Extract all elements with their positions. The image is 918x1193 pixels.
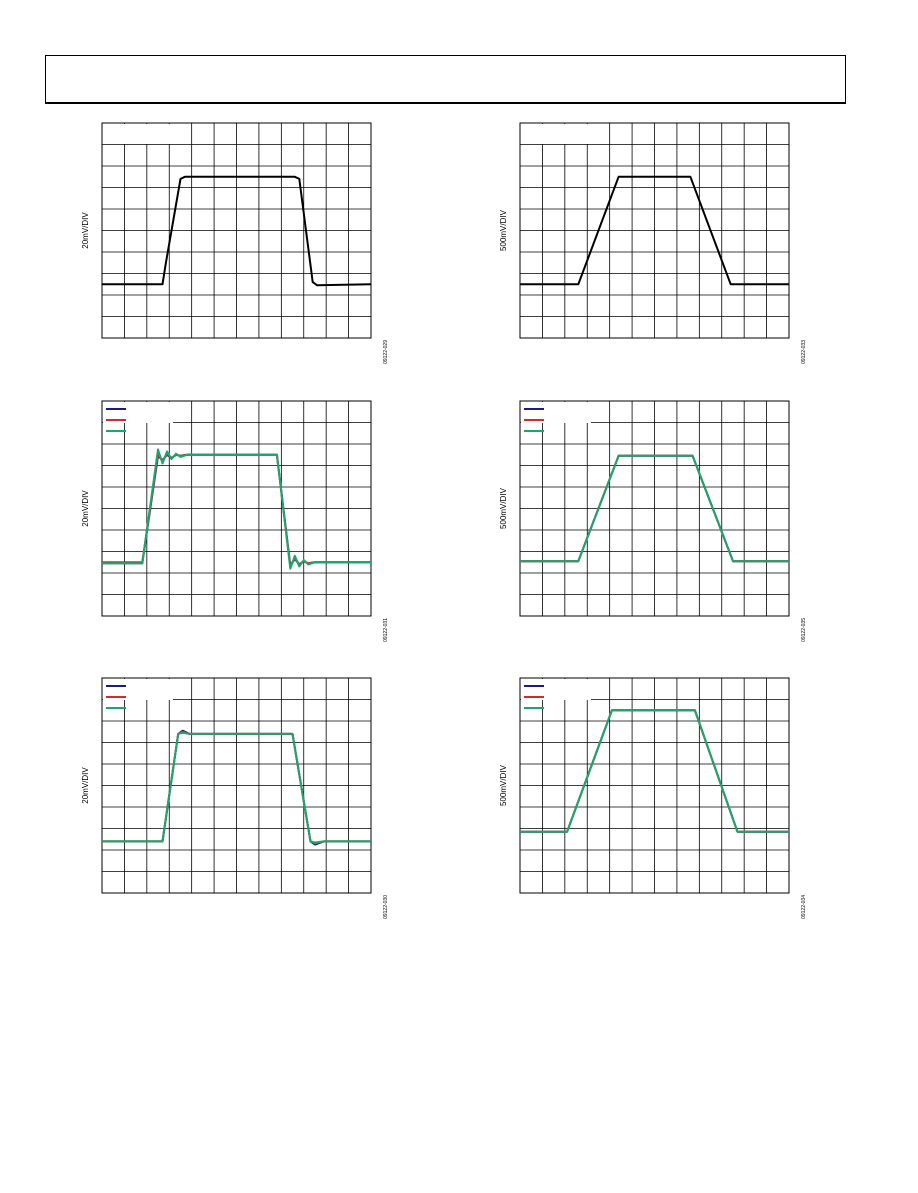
- plot-frame: [101, 677, 372, 894]
- plot-frame: [101, 122, 372, 339]
- figure-id: 09122-034: [801, 895, 807, 919]
- plot-frame: [519, 400, 790, 617]
- y-axis-label: 20mV/DIV: [81, 490, 90, 527]
- figure-id: 09122-030: [383, 895, 389, 919]
- figure-id: 09122-033: [801, 340, 807, 364]
- y-axis-label: 500mV/DIV: [499, 764, 508, 806]
- waveform: [520, 709, 789, 833]
- header-box: [45, 55, 846, 103]
- legend-area: [521, 402, 591, 423]
- legend-area: [103, 402, 173, 423]
- legend-area: [103, 124, 191, 144]
- plot: 500mV/DIV 09122-033: [499, 122, 807, 364]
- plot: 20mV/DIV 09122-030: [81, 677, 389, 919]
- y-axis-label: 20mV/DIV: [81, 212, 90, 249]
- figure-id: 09122-029: [383, 340, 389, 364]
- waveform: [102, 448, 371, 570]
- waveform: [102, 175, 372, 287]
- waveform: [520, 175, 789, 286]
- y-axis-label: 500mV/DIV: [499, 487, 508, 529]
- plot-frame: [519, 122, 790, 339]
- plot: 500mV/DIV 09122-034: [499, 677, 807, 919]
- plot: 20mV/DIV 09122-031: [81, 400, 389, 642]
- waveform: [102, 731, 371, 844]
- waveform: [520, 454, 789, 563]
- figure-id: 09122-031: [383, 618, 389, 642]
- plot-frame: [519, 677, 790, 894]
- y-axis-label: 20mV/DIV: [81, 767, 90, 804]
- plot-frame: [101, 400, 372, 617]
- legend-area: [521, 679, 591, 700]
- legend-area: [521, 124, 609, 144]
- plot: 500mV/DIV 09122-035: [499, 400, 807, 642]
- legend-area: [103, 679, 173, 700]
- figure-id: 09122-035: [801, 618, 807, 642]
- plot: 20mV/DIV 09122-029: [81, 122, 389, 364]
- y-axis-label: 500mV/DIV: [499, 209, 508, 251]
